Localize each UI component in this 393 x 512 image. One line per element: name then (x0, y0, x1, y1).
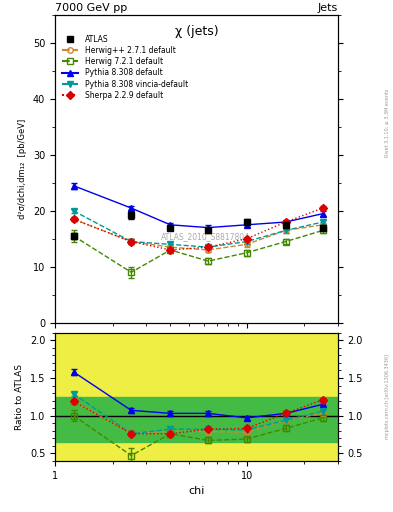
Text: 7000 GeV pp: 7000 GeV pp (55, 3, 127, 13)
Text: Jets: Jets (318, 3, 338, 13)
Legend: ATLAS, Herwig++ 2.7.1 default, Herwig 7.2.1 default, Pythia 8.308 default, Pythi: ATLAS, Herwig++ 2.7.1 default, Herwig 7.… (62, 34, 188, 100)
Text: ATLAS_2010_S8817804: ATLAS_2010_S8817804 (160, 232, 250, 241)
Text: Rivet 3.1.10; ≥ 3.3M events: Rivet 3.1.10; ≥ 3.3M events (385, 89, 390, 157)
X-axis label: chi: chi (188, 486, 205, 496)
Y-axis label: d²σ/dchi,dm₁₂  [pb/GeV]: d²σ/dchi,dm₁₂ [pb/GeV] (18, 119, 28, 219)
Text: mcplots.cern.ch [arXiv:1306.3436]: mcplots.cern.ch [arXiv:1306.3436] (385, 354, 390, 439)
Y-axis label: Ratio to ATLAS: Ratio to ATLAS (15, 364, 24, 430)
Bar (55, 333, 338, 461)
Bar (55, 397, 338, 442)
Text: χ (jets): χ (jets) (174, 25, 219, 37)
